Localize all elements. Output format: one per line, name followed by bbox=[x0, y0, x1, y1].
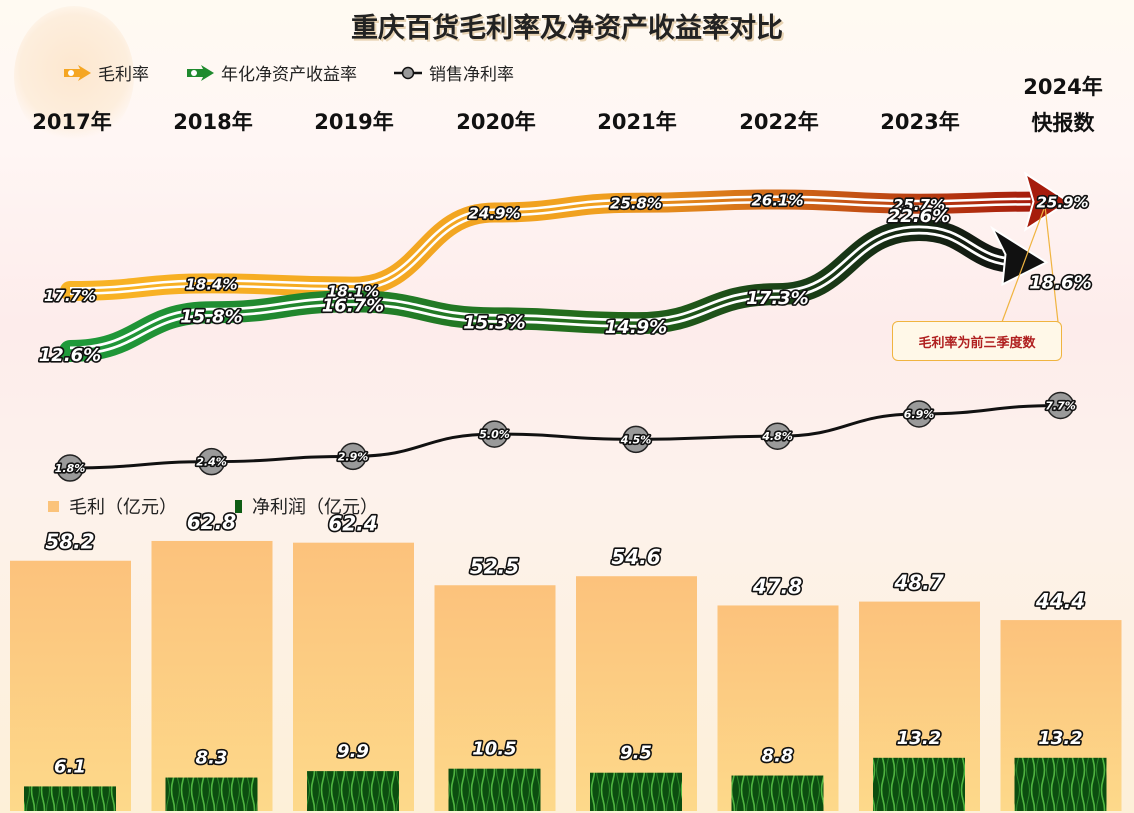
legend-item-gross-profit: 毛利（亿元） bbox=[48, 493, 177, 519]
gross-profit-label: 54.6 bbox=[611, 545, 660, 569]
net-margin-label: 4.8% bbox=[761, 430, 793, 443]
net-margin-label: 5.0% bbox=[479, 428, 510, 441]
gross-margin-label: 24.9% bbox=[468, 205, 520, 223]
gross-margin-label: 25.7% bbox=[893, 196, 945, 214]
line-marker-icon bbox=[394, 66, 422, 79]
net-margin-label: 2.4% bbox=[196, 456, 227, 469]
roe-label: 17.3% bbox=[746, 288, 808, 309]
category-label: 2020年 bbox=[456, 110, 536, 134]
gross-profit-bar bbox=[151, 540, 273, 811]
arrow-green-icon bbox=[187, 64, 214, 81]
roe-label: 12.6% bbox=[39, 345, 101, 366]
net-margin-marker bbox=[1046, 391, 1075, 420]
roe-label: 15.8% bbox=[180, 306, 242, 327]
arrow-orange-icon bbox=[64, 64, 91, 81]
net-profit-bar bbox=[307, 771, 399, 811]
net-profit-bar bbox=[590, 772, 682, 811]
gross-margin-label: 18.1% bbox=[327, 283, 379, 301]
gross-margin-label: 17.7% bbox=[44, 287, 96, 305]
net-margin-label: 1.8% bbox=[55, 462, 86, 475]
legend-item-gross-margin: 毛利率 bbox=[62, 60, 149, 85]
gross-margin-label: 26.1% bbox=[751, 191, 803, 209]
legend-item-roe: 年化净资产收益率 bbox=[185, 60, 357, 85]
net-margin-marker bbox=[905, 400, 933, 428]
gross-profit-label: 47.8 bbox=[752, 574, 802, 598]
legend-item-net-profit: 净利润（亿元） bbox=[235, 493, 378, 519]
gross-profit-bar bbox=[576, 576, 697, 811]
net-profit-bar bbox=[1014, 757, 1107, 811]
legend-label-roe: 年化净资产收益率 bbox=[221, 65, 357, 85]
net-margin-label: 2.9% bbox=[338, 450, 369, 463]
gross-margin-label: 25.9% bbox=[1036, 194, 1088, 212]
category-label: 2017年 bbox=[32, 110, 112, 134]
swatch-green-icon bbox=[235, 499, 242, 513]
legend-label-net-margin: 销售净利率 bbox=[429, 65, 514, 85]
gross-margin-label: 25.8% bbox=[610, 195, 662, 213]
net-margin-marker bbox=[622, 425, 650, 454]
gross-profit-label: 48.7 bbox=[893, 571, 943, 595]
net-profit-label: 13.2 bbox=[1038, 728, 1082, 749]
net-profit-label: 9.9 bbox=[337, 741, 369, 762]
gross-profit-label: 62.4 bbox=[328, 512, 377, 536]
net-margin-label: 6.9% bbox=[904, 408, 935, 421]
category-label: 2022年 bbox=[739, 110, 819, 134]
net-margin-marker bbox=[763, 422, 792, 450]
chart-title: 重庆百货毛利率及净资产收益率对比 bbox=[351, 13, 783, 44]
net-profit-label: 10.5 bbox=[472, 739, 516, 760]
legend-item-net-margin: 销售净利率 bbox=[393, 60, 514, 85]
legend-label-net-profit: 净利润（亿元） bbox=[252, 497, 378, 518]
gross-margin-label: 18.4% bbox=[185, 275, 237, 293]
gross-margin-line-core bbox=[69, 197, 1031, 293]
category-label: 2023年 bbox=[880, 110, 960, 134]
gross-profit-bar bbox=[10, 560, 131, 811]
category-label: 2018年 bbox=[173, 110, 253, 134]
roe-line-core bbox=[69, 228, 1021, 353]
category-label: 2024年 快报数 bbox=[1023, 75, 1103, 135]
gross-profit-label: 58.2 bbox=[45, 530, 94, 554]
note-leader-line bbox=[1001, 205, 1046, 323]
net-margin-marker bbox=[339, 442, 367, 471]
category-label: 2021年 bbox=[597, 110, 677, 134]
roe-label: 15.3% bbox=[463, 312, 525, 333]
net-margin-label: 7.7% bbox=[1045, 399, 1076, 412]
annotation-note: 毛利率为前三季度数 bbox=[892, 321, 1062, 361]
net-profit-label: 8.8 bbox=[762, 746, 794, 767]
roe-label: 22.6% bbox=[888, 206, 950, 227]
net-margin-marker bbox=[56, 454, 84, 482]
net-profit-label: 6.1 bbox=[54, 756, 86, 777]
gross-margin-arrowhead bbox=[1023, 171, 1071, 232]
net-profit-bar bbox=[24, 786, 116, 811]
net-margin-label: 4.5% bbox=[620, 433, 652, 446]
net-profit-label: 13.2 bbox=[897, 728, 941, 749]
gross-profit-label: 44.4 bbox=[1035, 589, 1085, 613]
category-label: 2019年 bbox=[314, 110, 394, 134]
net-profit-bar bbox=[731, 775, 824, 811]
roe-label: 18.6% bbox=[1029, 272, 1091, 293]
net-profit-bar bbox=[165, 777, 258, 811]
note-leader-line bbox=[1044, 205, 1059, 323]
gross-profit-label: 62.8 bbox=[187, 510, 236, 534]
gross-profit-label: 52.5 bbox=[470, 554, 519, 578]
net-margin-marker bbox=[197, 447, 226, 476]
top-legend: 毛利率 年化净资产收益率 销售净利率 bbox=[62, 60, 514, 85]
net-profit-label: 9.5 bbox=[620, 743, 652, 764]
legend-label-gross-profit: 毛利（亿元） bbox=[69, 497, 177, 518]
swatch-orange-icon bbox=[48, 500, 59, 512]
roe-label: 16.7% bbox=[322, 295, 384, 316]
gross-profit-bar bbox=[293, 542, 414, 811]
net-profit-bar bbox=[448, 768, 541, 811]
net-profit-label: 8.3 bbox=[196, 748, 228, 769]
net-profit-bar bbox=[873, 757, 965, 811]
roe-label: 14.9% bbox=[605, 317, 667, 338]
bottom-legend: 毛利（亿元） 净利润（亿元） bbox=[48, 493, 378, 519]
net-margin-line bbox=[69, 403, 1061, 470]
net-margin-marker bbox=[480, 420, 509, 448]
legend-label-gross-margin: 毛利率 bbox=[98, 65, 149, 85]
